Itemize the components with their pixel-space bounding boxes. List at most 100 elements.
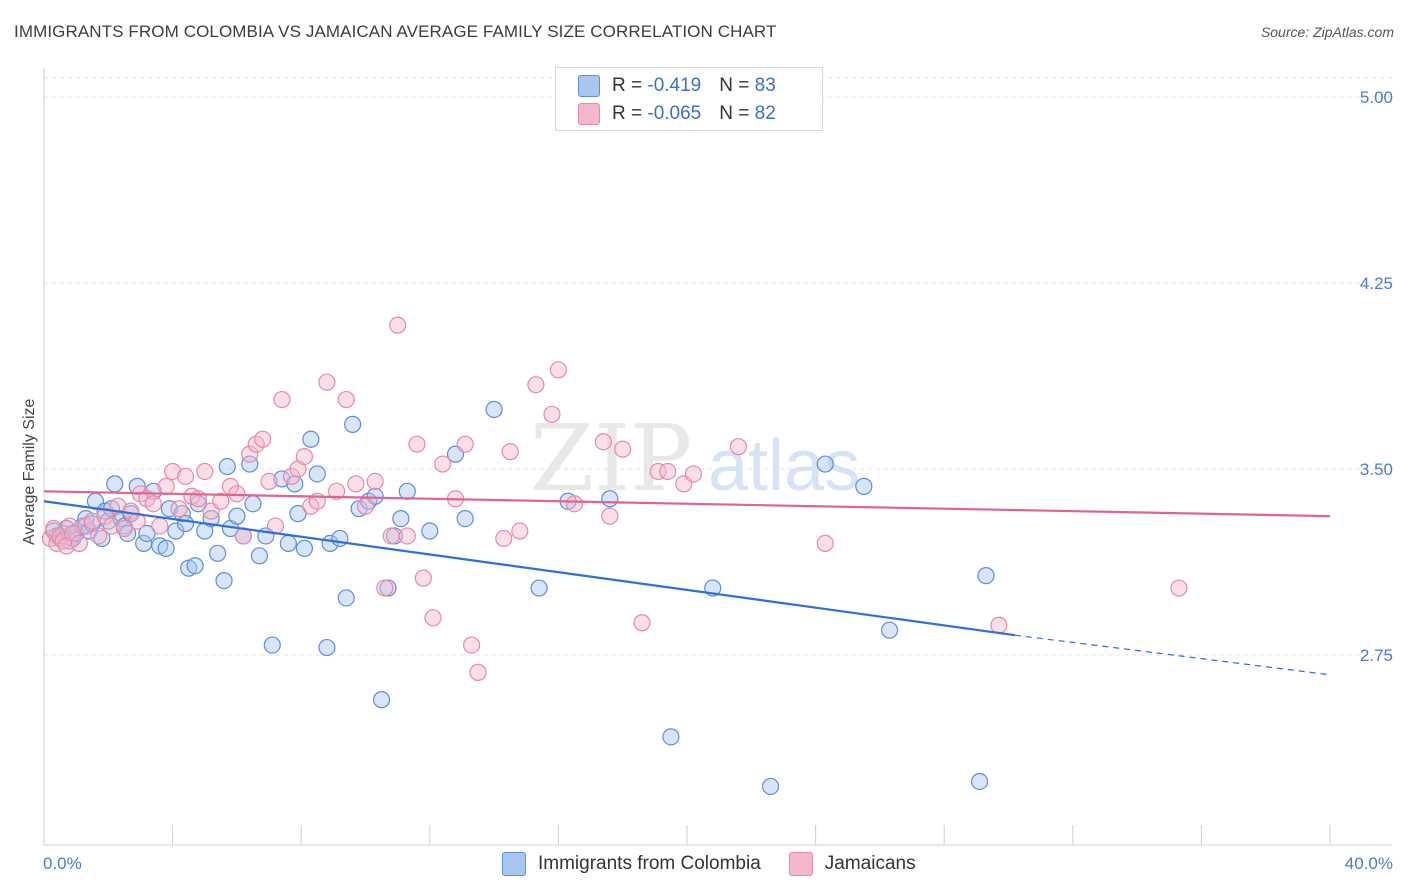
point-colombia (241, 455, 259, 473)
y-axis-label: Average Family Size (21, 398, 38, 545)
legend-swatch-pink (578, 103, 600, 125)
point-jamaicans (151, 517, 169, 535)
point-colombia (880, 621, 899, 639)
series-jamaicans (41, 316, 1188, 681)
point-jamaicans (649, 462, 667, 481)
legend-n-value: 82 (754, 103, 776, 124)
series-legend: Immigrants from Colombia Jamaicans (502, 852, 944, 876)
point-colombia (855, 477, 873, 495)
point-colombia (106, 475, 124, 493)
point-jamaicans (382, 527, 400, 545)
point-colombia (456, 509, 474, 528)
point-jamaicans (254, 430, 272, 448)
point-jamaicans (816, 534, 834, 553)
point-colombia (977, 567, 995, 585)
x-tick-min: 0.0% (43, 854, 82, 873)
point-jamaicans (366, 472, 384, 490)
point-jamaicans (565, 495, 584, 513)
point-colombia (295, 539, 314, 557)
point-colombia (218, 457, 236, 476)
point-colombia (816, 455, 834, 473)
point-jamaicans (469, 663, 487, 681)
point-colombia (398, 482, 416, 500)
point-jamaicans (356, 497, 375, 515)
point-colombia (186, 557, 204, 575)
point-jamaicans (633, 614, 651, 632)
legend-row-colombia: R = -0.419 N = 83 (578, 74, 776, 98)
point-colombia (392, 509, 410, 528)
legend-row-jamaicans: R = -0.065 N = 82 (578, 102, 776, 126)
point-colombia (228, 507, 246, 525)
point-colombia (160, 500, 178, 518)
point-jamaicans (495, 529, 513, 548)
point-jamaicans (729, 438, 748, 456)
point-jamaicans (164, 462, 182, 481)
point-jamaicans (70, 534, 88, 553)
point-jamaicans (511, 522, 529, 540)
point-jamaicans (83, 512, 101, 530)
point-jamaicans (684, 465, 703, 483)
point-jamaicans (543, 405, 561, 424)
point-jamaicans (115, 519, 133, 538)
legend-item-jamaicans: Jamaicans (788, 852, 916, 876)
legend-swatch-pink (788, 852, 813, 876)
point-jamaicans (228, 485, 246, 503)
point-jamaicans (501, 443, 519, 461)
point-colombia (157, 539, 175, 557)
point-colombia (173, 505, 191, 523)
point-colombia (485, 400, 503, 419)
point-jamaicans (614, 440, 632, 458)
legend-r-value: -0.065 (647, 103, 702, 124)
legend-r-label: R = (612, 103, 648, 124)
point-colombia (337, 589, 355, 607)
point-jamaicans (170, 500, 188, 518)
legend-n-label: N = (719, 75, 755, 96)
legend-r-label: R = (612, 75, 648, 96)
point-colombia (244, 495, 262, 513)
legend-r-value: -0.419 (647, 75, 702, 96)
point-jamaicans (424, 609, 442, 627)
point-jamaicans (144, 495, 162, 513)
grid-lines (44, 77, 1392, 656)
watermark-atlas: atlas (708, 426, 860, 506)
point-colombia (308, 465, 326, 483)
point-colombia (761, 777, 780, 796)
legend-n-label: N = (719, 103, 755, 124)
point-jamaicans (601, 507, 619, 525)
y-tick-label: 2.75 (1360, 646, 1393, 665)
point-colombia (372, 691, 391, 709)
point-colombia (209, 544, 227, 562)
point-colombia (138, 524, 156, 543)
point-jamaicans (241, 445, 259, 463)
point-jamaicans (462, 636, 481, 654)
point-jamaicans (408, 435, 426, 453)
legend-swatch-blue (502, 852, 526, 876)
point-jamaicans (376, 579, 394, 597)
point-jamaicans (549, 361, 568, 379)
point-jamaicans (456, 435, 474, 453)
point-colombia (970, 772, 989, 791)
point-jamaicans (337, 390, 355, 409)
point-colombia (421, 522, 439, 540)
point-jamaicans (295, 448, 314, 466)
point-jamaicans (260, 472, 278, 490)
point-jamaicans (327, 482, 346, 500)
y-tick-labels: 2.75 3.50 4.25 5.00 (1360, 88, 1393, 665)
axes (43, 68, 1392, 846)
legend-swatch-blue (578, 75, 600, 97)
trend-line-colombia-extension (1014, 634, 1331, 676)
point-colombia (318, 638, 336, 657)
point-jamaicans (157, 477, 175, 495)
point-colombia (331, 529, 349, 548)
point-jamaicans (212, 492, 230, 510)
y-tick-label: 3.50 (1360, 460, 1393, 479)
point-colombia (601, 490, 619, 508)
point-jamaicans (414, 569, 432, 587)
point-jamaicans (273, 390, 291, 409)
point-jamaicans (64, 524, 82, 543)
trend-line-colombia (43, 500, 1016, 637)
point-colombia (118, 524, 137, 543)
point-jamaicans (398, 527, 416, 545)
chart-title: IMMIGRANTS FROM COLOMBIA VS JAMAICAN AVE… (14, 22, 777, 41)
